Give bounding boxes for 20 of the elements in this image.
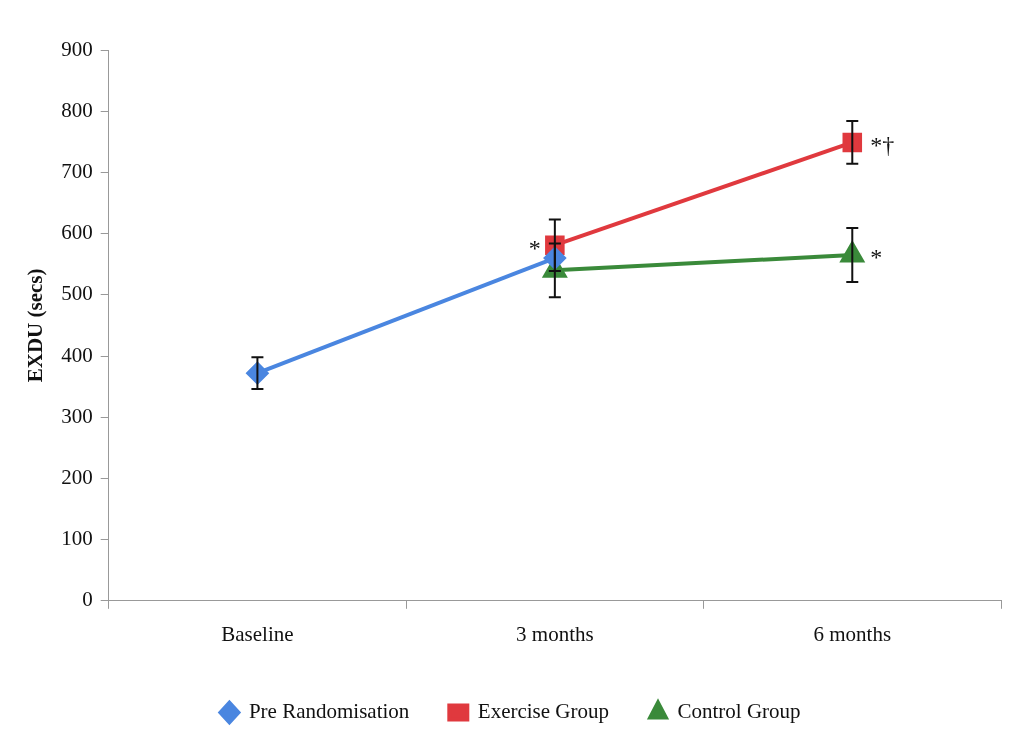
legend-label: Exercise Group <box>477 699 610 724</box>
legend-label: Pre Randomisation <box>248 699 410 724</box>
y-tick-label: 0 <box>82 587 93 612</box>
y-tick-label: 600 <box>61 220 93 245</box>
y-tick-label: 700 <box>61 158 93 183</box>
x-tick-label: Baseline <box>221 621 294 646</box>
x-tick-label: 6 months <box>813 621 892 646</box>
y-axis-title: EXDU (secs) <box>23 268 48 383</box>
y-tick-label: 100 <box>61 526 93 551</box>
y-tick-label: 500 <box>61 281 93 306</box>
legend-label: Control Group <box>677 699 801 724</box>
y-tick-label: 400 <box>61 342 93 367</box>
annotation: * <box>870 244 883 271</box>
y-tick-label: 900 <box>61 36 93 61</box>
annotation: * <box>528 234 541 261</box>
y-tick-label: 800 <box>61 97 93 122</box>
annotation: *† <box>870 131 895 158</box>
y-tick-label: 300 <box>61 403 93 428</box>
y-tick-label: 200 <box>61 464 93 489</box>
x-tick-label: 3 months <box>516 621 594 646</box>
